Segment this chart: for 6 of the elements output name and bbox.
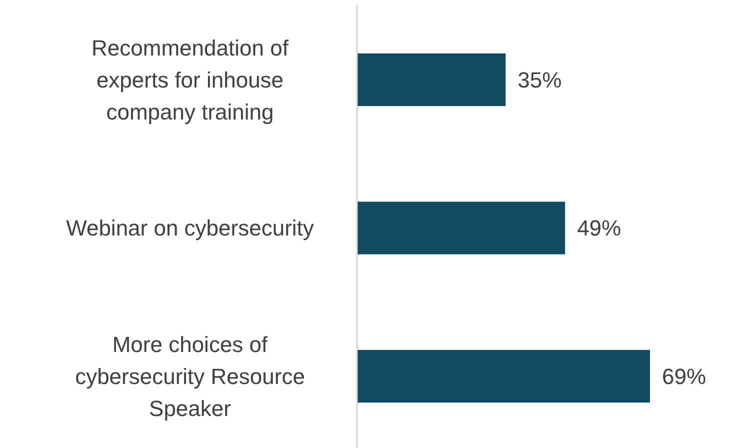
data-label: 69% bbox=[662, 364, 706, 389]
data-label: 49% bbox=[577, 216, 622, 241]
y-tick-label: Recommendation of experts for inhouse company training bbox=[92, 35, 290, 124]
y-tick-label: Webinar on cybersecurity bbox=[66, 216, 314, 241]
data-label: 35% bbox=[518, 67, 562, 92]
y-tick-label: More choices of cybersecurity Resource Speaker bbox=[75, 332, 305, 421]
